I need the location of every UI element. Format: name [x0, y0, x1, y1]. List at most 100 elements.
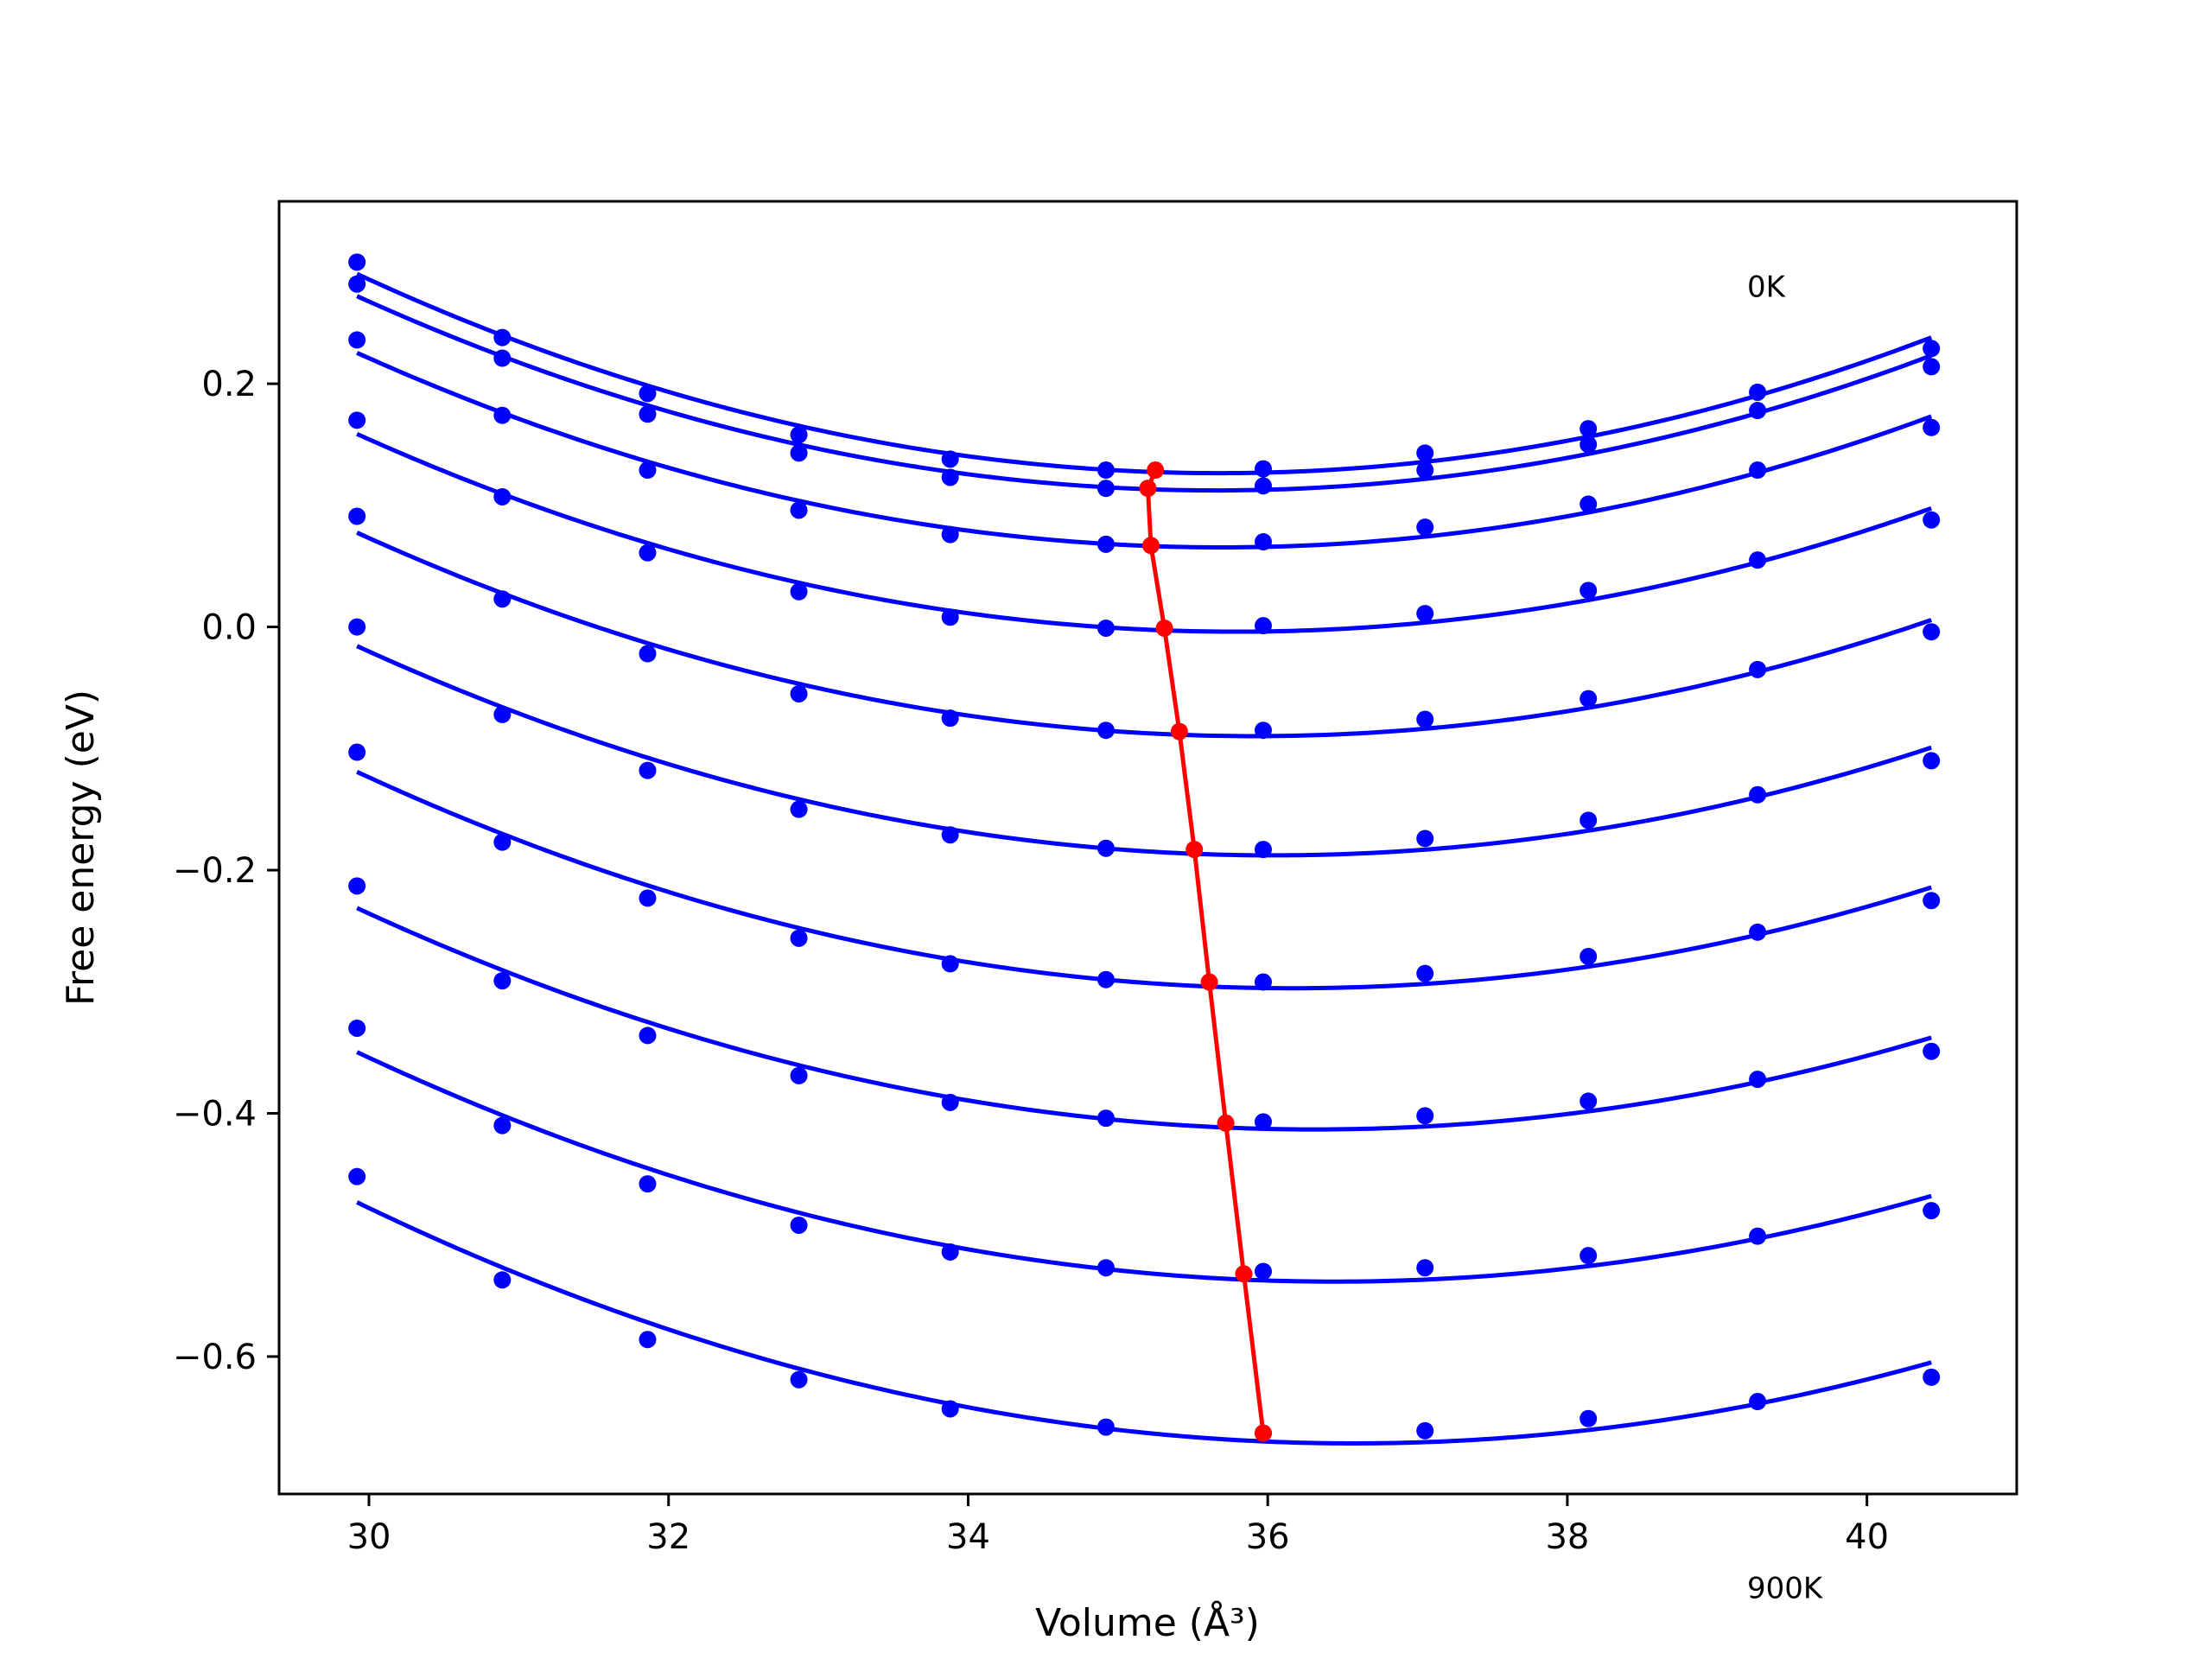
data-point	[790, 684, 808, 702]
annotations-layer: 0K 900K	[1747, 270, 1824, 1606]
data-point	[493, 705, 512, 723]
data-point	[1923, 340, 1941, 358]
minimum-point	[1254, 1424, 1272, 1442]
data-point	[941, 1400, 959, 1418]
data-point	[1923, 358, 1941, 376]
data-point	[639, 645, 657, 663]
data-point	[1923, 1042, 1941, 1060]
curve-7	[356, 906, 1932, 1132]
data-point	[790, 929, 808, 947]
plot-frame	[277, 200, 2018, 1496]
data-point	[1416, 1259, 1434, 1277]
data-point	[790, 800, 808, 818]
curve-3	[356, 431, 1933, 634]
data-point	[1923, 623, 1941, 641]
data-point	[941, 826, 959, 844]
data-point	[493, 590, 512, 608]
annotation-0: 0K	[1747, 270, 1787, 305]
data-point	[790, 1370, 808, 1389]
data-point	[941, 468, 959, 486]
data-point	[639, 889, 657, 907]
data-point	[1580, 690, 1598, 708]
data-point	[639, 1175, 657, 1193]
minimum-point	[1155, 619, 1173, 637]
data-point	[1580, 947, 1598, 965]
data-point	[1749, 551, 1767, 569]
data-point	[1096, 461, 1115, 480]
y-axis-label: Free energy (eV)	[59, 690, 103, 1006]
minimum-point	[1139, 480, 1157, 498]
x-axis-ticks: 30 32 34 36 38 40	[347, 1494, 1889, 1557]
data-point	[639, 761, 657, 779]
data-point	[348, 507, 366, 525]
data-point	[1580, 1092, 1598, 1110]
data-point	[493, 487, 512, 505]
data-point	[639, 385, 657, 403]
data-point	[941, 608, 959, 626]
data-point	[1416, 830, 1434, 848]
data-point	[1923, 752, 1941, 770]
data-point	[1096, 721, 1115, 740]
data-point	[941, 709, 959, 728]
data-point	[348, 411, 366, 429]
data-point	[1096, 535, 1115, 553]
curve-9	[356, 1200, 1932, 1446]
minimum-path-line	[1145, 469, 1266, 1433]
data-point	[639, 405, 657, 423]
y-tick-label: −0.4	[173, 1095, 257, 1135]
data-point	[1580, 435, 1598, 454]
x-axis-label: Volume (Å³)	[1035, 1599, 1260, 1645]
y-tick-label: 0.0	[201, 608, 257, 648]
data-point	[1416, 444, 1434, 462]
x-tick-label: 36	[1246, 1517, 1290, 1557]
data-point	[1416, 605, 1434, 623]
data-point	[941, 955, 959, 973]
data-point	[1254, 477, 1272, 495]
data-point	[348, 331, 366, 349]
curve-0	[356, 271, 1933, 476]
data-point	[1254, 533, 1272, 551]
data-point	[493, 972, 512, 990]
data-point	[1096, 1418, 1115, 1436]
data-point	[1580, 1247, 1598, 1265]
data-point	[1923, 511, 1941, 529]
data-point	[1254, 973, 1272, 991]
data-point	[790, 426, 808, 444]
data-point	[493, 833, 512, 851]
minimum-path-layer	[1139, 461, 1272, 1442]
data-point	[941, 1093, 959, 1111]
x-tick-label: 40	[1845, 1517, 1889, 1557]
minimum-point	[1141, 537, 1160, 555]
data-point	[1416, 1421, 1434, 1440]
x-tick-label: 38	[1545, 1517, 1589, 1557]
data-point	[639, 461, 657, 480]
data-point	[1749, 383, 1767, 401]
data-point	[790, 1066, 808, 1084]
data-point	[1416, 518, 1434, 537]
data-point	[493, 1116, 512, 1135]
data-point	[493, 349, 512, 367]
data-point	[1749, 1227, 1767, 1245]
data-point	[1749, 923, 1767, 941]
data-point	[790, 444, 808, 462]
data-point	[1749, 461, 1767, 480]
minimum-point	[1200, 973, 1218, 991]
data-point	[1580, 1409, 1598, 1427]
data-point	[790, 1216, 808, 1234]
data-point	[1923, 1368, 1941, 1386]
data-point	[1580, 495, 1598, 513]
data-point	[348, 1167, 366, 1185]
data-point	[1416, 1107, 1434, 1125]
data-point	[639, 1027, 657, 1045]
curve-4	[356, 531, 1932, 739]
data-point	[941, 450, 959, 468]
x-tick-label: 30	[347, 1517, 391, 1557]
data-point	[1749, 402, 1767, 420]
data-point	[1923, 1202, 1941, 1220]
minimum-point	[1185, 841, 1204, 859]
data-point	[493, 328, 512, 346]
data-point	[1580, 420, 1598, 438]
data-point	[348, 275, 366, 293]
minimum-point	[1217, 1114, 1235, 1132]
